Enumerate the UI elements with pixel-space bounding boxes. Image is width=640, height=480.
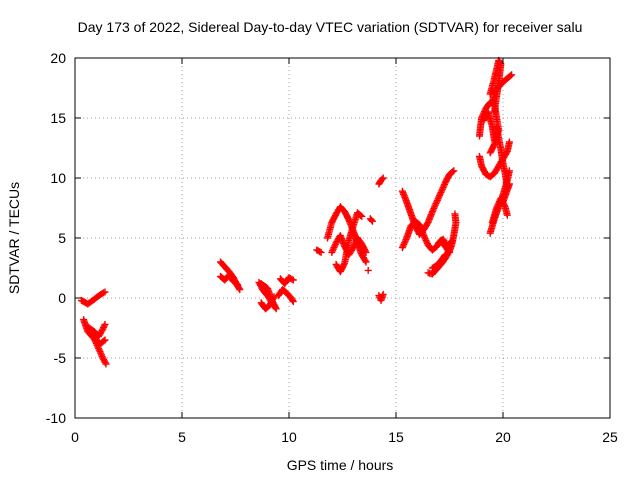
data-point [270, 293, 278, 301]
data-point [233, 280, 241, 288]
data-point [236, 286, 244, 294]
data-point [364, 266, 372, 274]
data-point [432, 200, 440, 208]
data-point [449, 168, 457, 176]
data-point [362, 248, 370, 256]
data-point [317, 248, 325, 256]
data-point [330, 244, 338, 252]
data-point [100, 322, 108, 330]
data-point [448, 238, 456, 246]
x-tick-label: 20 [495, 429, 511, 445]
y-tick-label: 20 [50, 50, 66, 66]
data-point [102, 360, 110, 368]
data-point [316, 248, 324, 256]
data-point [369, 217, 376, 225]
data-point [362, 258, 370, 266]
data-point [379, 174, 387, 182]
data-point [447, 239, 455, 247]
y-tick-label: 10 [50, 170, 66, 186]
chart-title: Day 173 of 2022, Sidereal Day-to-day VTE… [78, 19, 583, 35]
data-point [400, 240, 408, 248]
data-point [289, 298, 297, 306]
data-point [100, 337, 108, 345]
axis-ticks: -10 -5 0 5 10 15 20 0 5 10 15 20 25 [46, 50, 618, 445]
data-point [378, 175, 386, 183]
data-point [95, 344, 102, 352]
data-point [379, 290, 387, 298]
x-axis-label: GPS time / hours [287, 457, 394, 473]
y-tick-label: -5 [54, 350, 67, 366]
data-point [486, 149, 494, 157]
data-point [357, 212, 365, 219]
data-point [367, 216, 375, 224]
y-axis-label: SDTVAR / TECUs [6, 182, 22, 294]
data-series [77, 56, 516, 368]
data-point [507, 72, 514, 80]
data-point [97, 349, 105, 357]
data-point [508, 71, 516, 79]
data-point [440, 252, 448, 260]
data-point [505, 167, 513, 175]
data-point [505, 138, 513, 146]
y-tick-label: 0 [58, 290, 66, 306]
data-point [490, 108, 498, 116]
data-point [450, 167, 458, 175]
data-point [358, 212, 366, 220]
data-point [101, 336, 109, 344]
x-tick-label: 10 [281, 429, 297, 445]
data-point [421, 235, 429, 243]
data-point [257, 280, 265, 288]
data-point [101, 359, 109, 366]
x-tick-label: 5 [178, 429, 186, 445]
y-tick-label: 15 [50, 110, 66, 126]
data-point [289, 276, 297, 284]
y-tick-label: 5 [58, 230, 66, 246]
data-point [441, 251, 449, 259]
x-tick-label: 0 [71, 429, 79, 445]
data-point [437, 188, 445, 196]
data-point [288, 275, 296, 283]
grid-layer [75, 58, 610, 418]
x-tick-label: 25 [602, 429, 618, 445]
data-point [361, 257, 369, 265]
data-point [505, 180, 513, 188]
data-point [98, 352, 106, 360]
data-point [101, 288, 109, 296]
data-point [451, 210, 459, 218]
y-tick-label: -10 [46, 410, 66, 426]
data-point [101, 320, 109, 328]
data-point [100, 289, 107, 297]
data-point [503, 211, 511, 219]
data-point [259, 281, 266, 289]
x-tick-label: 15 [388, 429, 404, 445]
data-point [234, 281, 242, 289]
